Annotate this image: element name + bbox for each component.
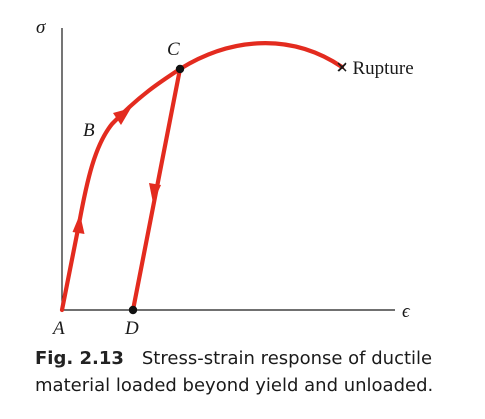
y-axis-label: σ xyxy=(36,17,46,38)
label-c: C xyxy=(167,39,180,60)
point-c-marker xyxy=(175,64,185,74)
point-d-marker xyxy=(128,305,138,315)
label-a: A xyxy=(51,318,65,339)
rupture-mark-2 xyxy=(337,62,347,72)
caption-line-1: Fig. 2.13 Stress-strain response of ducti… xyxy=(35,345,475,372)
caption-line-2: material loaded beyond yield and unloade… xyxy=(35,375,434,396)
arrow-loading-plastic xyxy=(113,108,131,125)
label-b: B xyxy=(83,120,95,141)
loading-curve xyxy=(59,41,345,313)
arrow-loading-elastic xyxy=(72,214,85,234)
figure-caption: Fig. 2.13 Stress-strain response of ducti… xyxy=(35,345,475,399)
stress-strain-diagram: σ ϵ × Rupture A B C D xyxy=(36,17,414,339)
arrow-unloading xyxy=(149,183,161,203)
label-d: D xyxy=(124,318,139,339)
caption-text-1: Stress-strain response of ductile xyxy=(141,348,433,369)
figure-number: Fig. 2.13 xyxy=(35,348,124,369)
rupture-label: × Rupture xyxy=(337,58,414,79)
x-axis-label: ϵ xyxy=(402,301,411,322)
